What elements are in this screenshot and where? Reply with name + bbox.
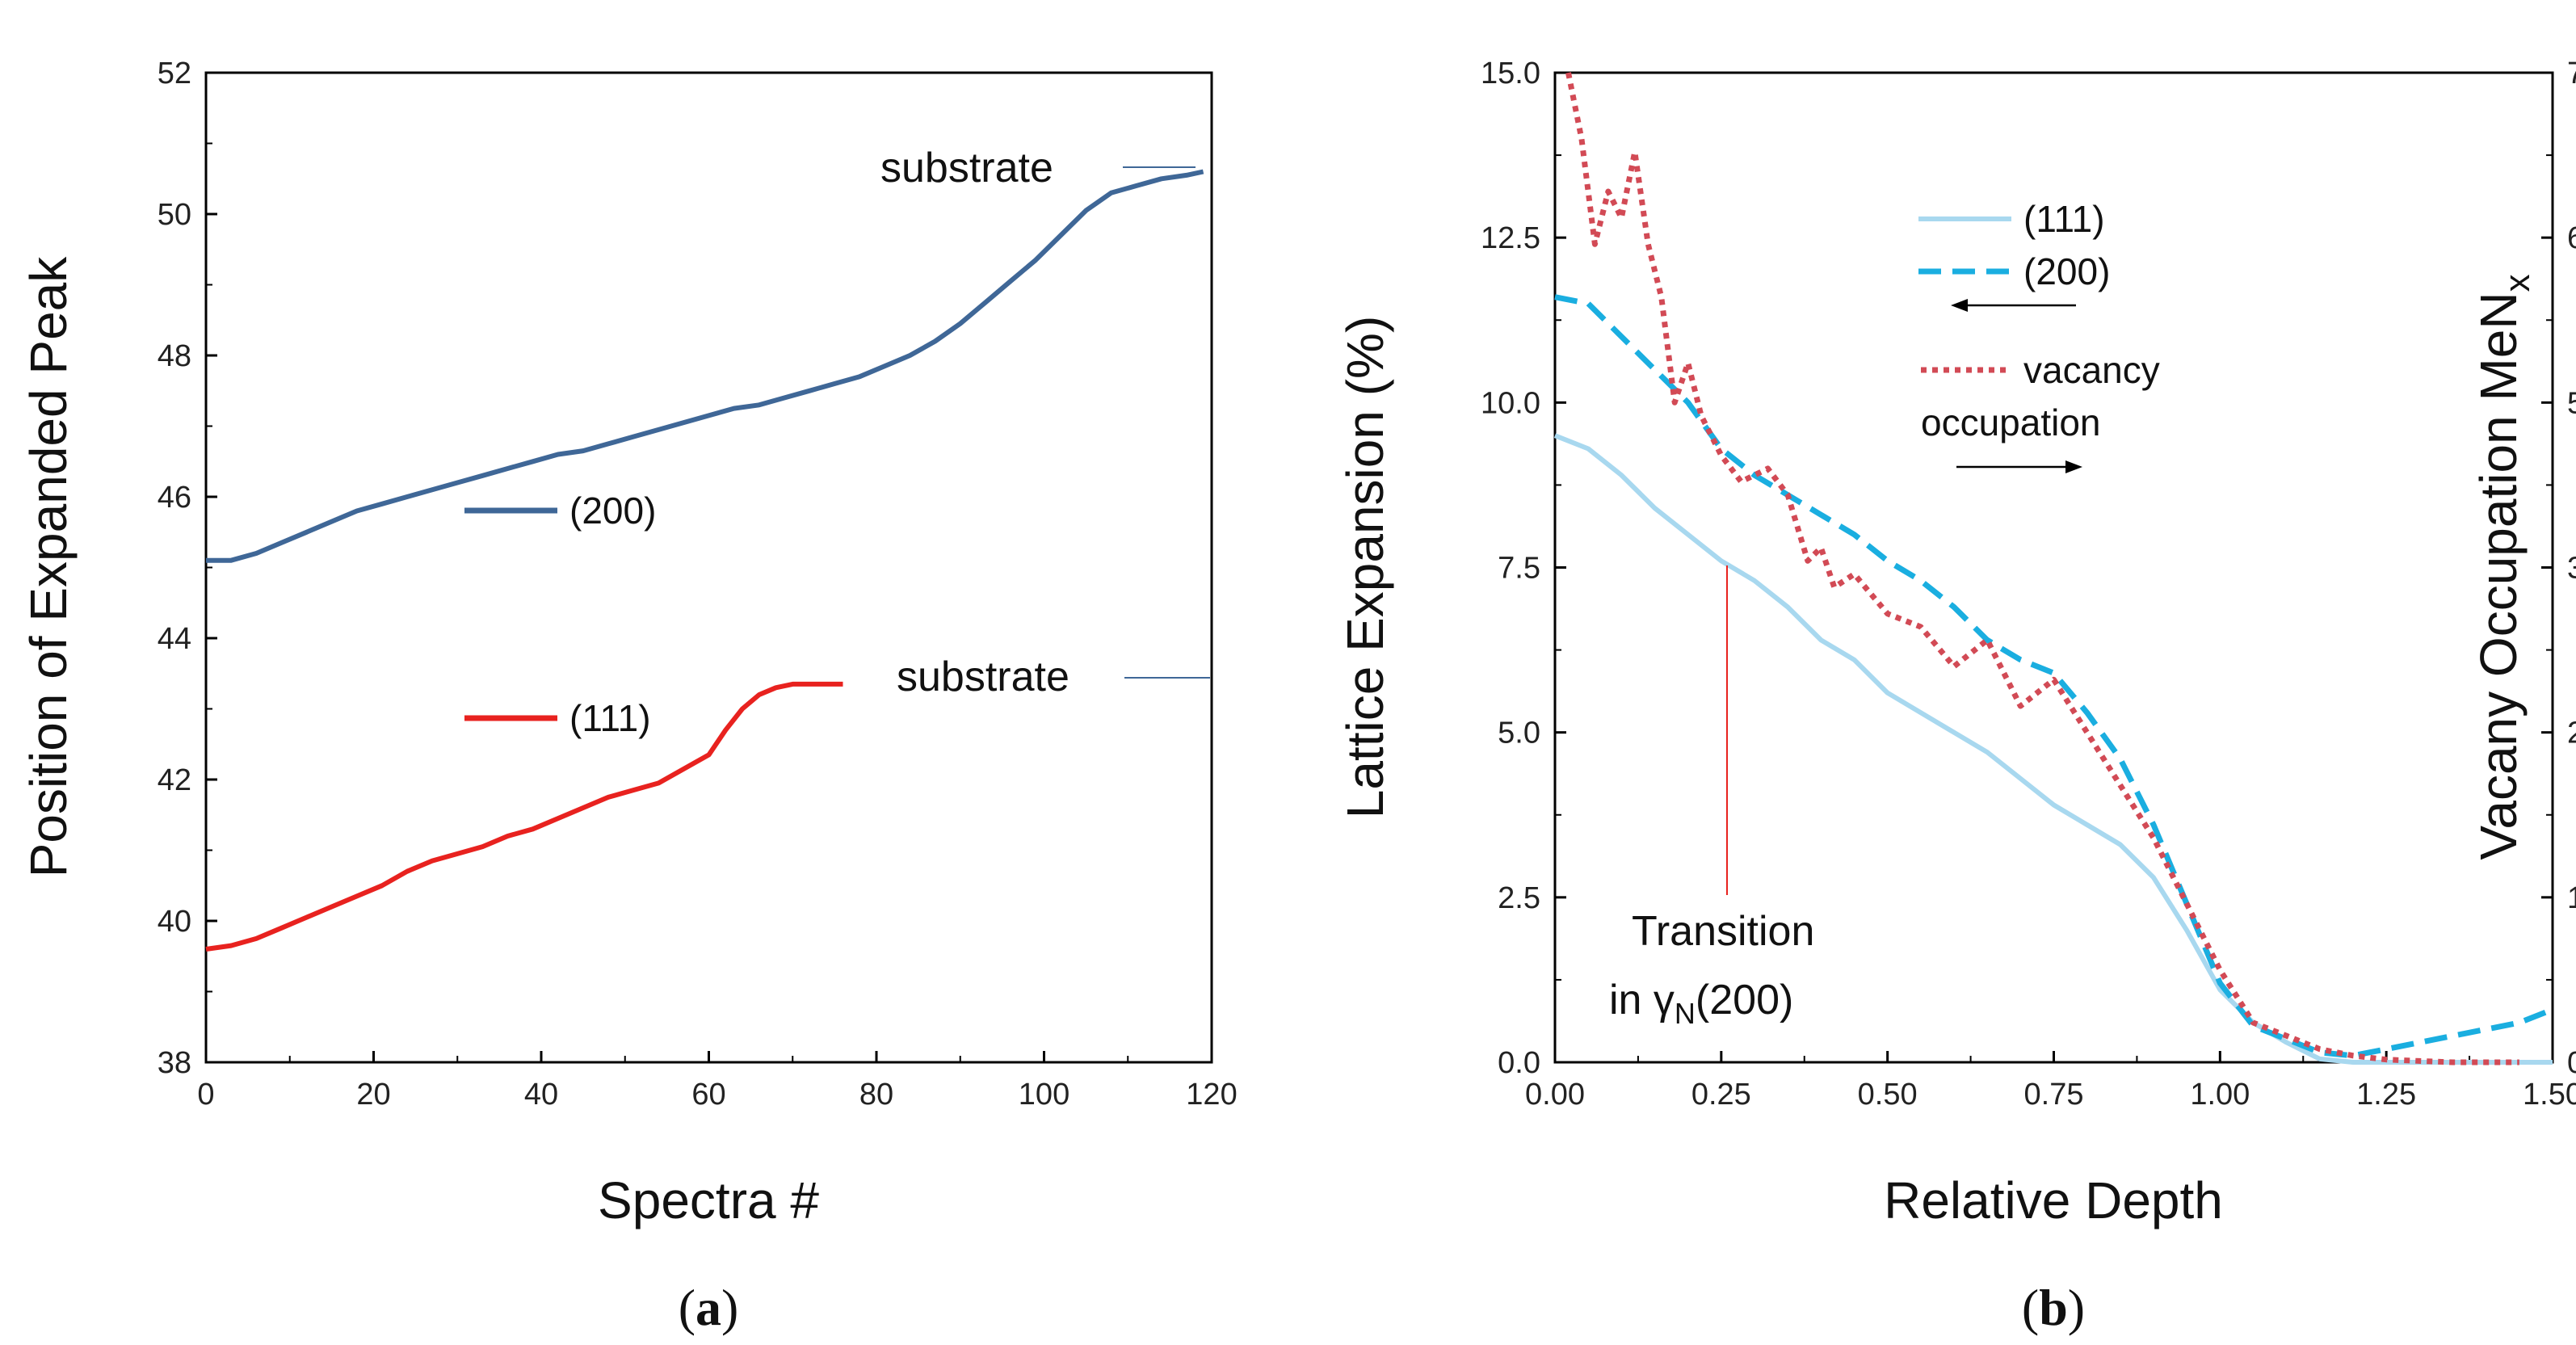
x-tick-label: 0.50 bbox=[1858, 1078, 1918, 1112]
panel-a-y-ticks: 38 40 42 44 46 48 50 52 bbox=[158, 57, 217, 1080]
x-tick-label: 20 bbox=[356, 1078, 390, 1112]
legend-label-b-occupation: occupation bbox=[1921, 401, 2101, 443]
y-tick-label: 10.0 bbox=[1481, 386, 1540, 420]
panel-b-x-ticks: 0.00 0.25 0.50 0.75 1.00 1.25 1.50 bbox=[1525, 1051, 2576, 1112]
y2-tick-label: 62.5 bbox=[2567, 221, 2576, 255]
x-tick-label: 1.25 bbox=[2356, 1078, 2416, 1112]
y-tick-label: 38 bbox=[158, 1046, 191, 1080]
panel-b-y2-axis-title: Vacany Occupation MeNx bbox=[2469, 274, 2537, 860]
y-tick-label: 42 bbox=[158, 763, 191, 797]
x-tick-label: 0.75 bbox=[2024, 1078, 2084, 1112]
panel-a-label: (a) bbox=[679, 1279, 739, 1336]
y2-tick-label: 37.5 bbox=[2567, 552, 2576, 586]
y2-tick-label: 12.5 bbox=[2567, 881, 2576, 915]
substrate-label-bottom: substrate bbox=[897, 654, 1069, 700]
y2-tick-label: 25.0 bbox=[2567, 717, 2576, 750]
series-line-111 bbox=[1553, 433, 2553, 1065]
y-tick-label: 48 bbox=[158, 339, 191, 373]
panel-b-y-ticks: 0.0 2.5 5.0 7.5 10.0 12.5 15.0 bbox=[1481, 57, 1566, 1080]
panel-b: 0.00 0.25 0.50 0.75 1.00 1.25 1.50 0.0 2.5 5.0 7.… bbox=[1336, 57, 2576, 1336]
y-tick-label: 46 bbox=[158, 481, 191, 515]
series-line-111 bbox=[205, 681, 843, 952]
x-tick-label: 100 bbox=[1019, 1078, 1069, 1112]
x-tick-label: 0 bbox=[197, 1078, 214, 1112]
y2-tick-label: 75.0 bbox=[2567, 57, 2576, 90]
x-tick-label: 80 bbox=[859, 1078, 893, 1112]
panel-b-label: (b) bbox=[2022, 1279, 2085, 1336]
x-tick-label: 0.00 bbox=[1525, 1078, 1585, 1112]
y-tick-label: 40 bbox=[158, 905, 191, 939]
transition-label-2: in γN(200) bbox=[1609, 977, 1793, 1030]
y-tick-label: 44 bbox=[158, 622, 191, 656]
panel-b-x-axis-title: Relative Depth bbox=[1884, 1171, 2223, 1229]
x-tick-label: 1.50 bbox=[2523, 1078, 2576, 1112]
panel-a-y-axis-title: Position of Expanded Peak bbox=[19, 256, 78, 878]
y-tick-label: 2.5 bbox=[1498, 881, 1540, 915]
legend-label-b-111: (111) bbox=[2023, 198, 2105, 240]
panel-a-series bbox=[205, 169, 1204, 952]
legend-label-200: (200) bbox=[569, 490, 656, 532]
x-tick-label: 0.25 bbox=[1691, 1078, 1751, 1112]
y2-tick-label: 50.0 bbox=[2567, 386, 2576, 420]
x-tick-label: 1.00 bbox=[2190, 1078, 2250, 1112]
x-tick-label: 40 bbox=[524, 1078, 558, 1112]
panel-b-y-axis-title: Lattice Expansion (%) bbox=[1336, 316, 1394, 819]
y-tick-label: 12.5 bbox=[1481, 221, 1540, 255]
y-tick-label: 0.0 bbox=[1498, 1046, 1540, 1080]
y-tick-label: 15.0 bbox=[1481, 57, 1540, 90]
panel-a-x-axis-title: Spectra # bbox=[598, 1171, 819, 1229]
legend-label-b-200: (200) bbox=[2023, 250, 2110, 292]
y-tick-label: 5.0 bbox=[1498, 717, 1540, 750]
x-tick-label: 120 bbox=[1186, 1078, 1237, 1112]
left-axis-arrow-head bbox=[1951, 299, 1968, 312]
right-axis-arrow-head bbox=[2065, 460, 2082, 473]
substrate-label-top: substrate bbox=[880, 145, 1053, 191]
series-line-200 bbox=[206, 169, 1204, 563]
panel-b-y2-ticks: 0.0 12.5 25.0 37.5 50.0 62.5 75.0 bbox=[2541, 57, 2576, 1080]
panel-a: 0 20 40 60 80 100 120 38 40 42 44 46 48 50 52 (200) (… bbox=[19, 57, 1238, 1336]
transition-label: Transition bbox=[1632, 908, 1814, 955]
y-tick-label: 52 bbox=[158, 57, 191, 90]
series-line-vacancy-occupation bbox=[1565, 72, 2519, 1065]
x-tick-label: 60 bbox=[691, 1078, 725, 1112]
panel-a-x-ticks: 0 20 40 60 80 100 120 bbox=[197, 1051, 1238, 1112]
legend-label-b-vacancy: vacancy bbox=[2023, 349, 2160, 391]
y-tick-label: 7.5 bbox=[1498, 552, 1540, 586]
y2-tick-label: 0.0 bbox=[2567, 1046, 2576, 1080]
panel-a-plot-frame bbox=[204, 71, 1213, 1064]
legend-label-111: (111) bbox=[569, 697, 651, 739]
panel-b-series bbox=[1553, 72, 2554, 1065]
y-tick-label: 50 bbox=[158, 198, 191, 232]
